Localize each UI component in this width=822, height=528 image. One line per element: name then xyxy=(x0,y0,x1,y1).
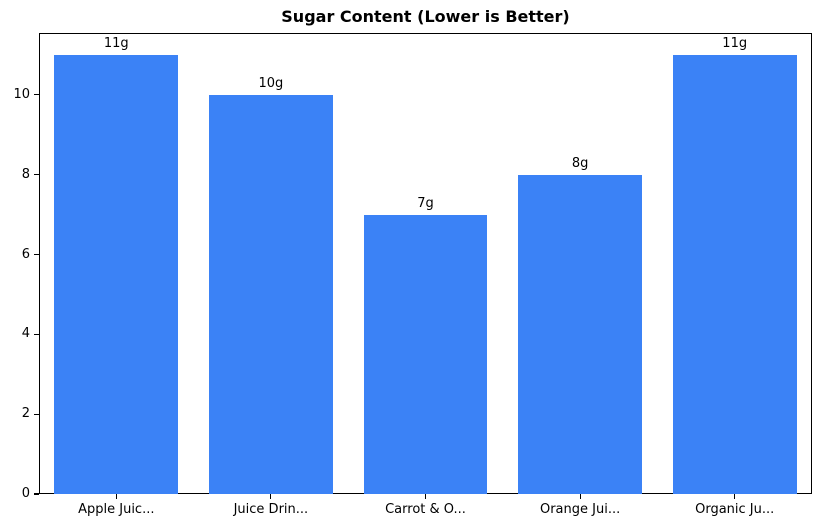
bar xyxy=(518,174,642,494)
y-tick-label: 8 xyxy=(21,166,30,182)
bar-value-label: 8g xyxy=(571,155,589,171)
x-tick-mark xyxy=(424,494,427,499)
y-tick-label: 2 xyxy=(21,406,30,422)
bar-value-label: 11g xyxy=(722,35,748,51)
x-tick-label: Organic Ju... xyxy=(695,502,775,517)
y-tick-label: 0 xyxy=(21,486,30,501)
bar xyxy=(54,54,179,494)
y-tick-mark xyxy=(34,413,39,415)
x-tick-label: Apple Juic... xyxy=(78,502,155,517)
y-tick-mark xyxy=(34,94,39,96)
x-tick-mark xyxy=(115,494,117,499)
y-tick-label: 4 xyxy=(21,326,30,342)
y-tick-label: 6 xyxy=(21,246,30,262)
x-tick-mark xyxy=(734,494,736,499)
x-tick-mark xyxy=(270,494,272,499)
bar-value-label: 7g xyxy=(417,195,434,211)
y-tick-mark xyxy=(34,253,39,256)
bar xyxy=(209,94,333,494)
bar xyxy=(672,54,797,494)
y-tick-mark xyxy=(34,333,39,335)
x-tick-mark xyxy=(579,494,581,499)
x-tick-label: Orange Jui... xyxy=(539,502,621,517)
bar-value-label: 11g xyxy=(103,35,129,51)
x-tick-label: Carrot & O... xyxy=(385,502,466,517)
y-tick-mark xyxy=(34,174,39,176)
x-tick-label: Juice Drin... xyxy=(233,502,309,517)
y-tick-mark xyxy=(34,493,39,495)
y-tick-label: 10 xyxy=(13,86,30,102)
bar xyxy=(363,214,488,494)
chart-title: Sugar Content (Lower is Better) xyxy=(281,7,570,26)
bar-value-label: 10g xyxy=(258,75,284,91)
